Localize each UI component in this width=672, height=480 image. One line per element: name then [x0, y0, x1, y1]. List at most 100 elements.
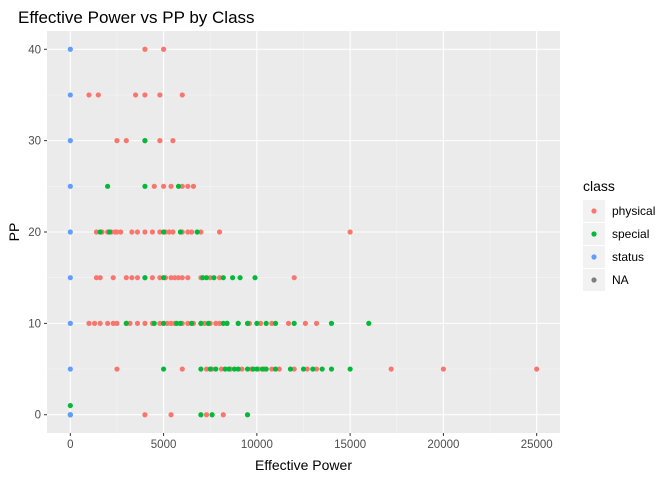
point-special [319, 366, 325, 372]
point-physical [218, 366, 225, 372]
point-physical [168, 275, 174, 281]
point-physical [149, 275, 155, 281]
point-special [254, 320, 260, 326]
point-physical [257, 320, 264, 326]
point-physical [134, 275, 141, 281]
point-status [67, 412, 73, 418]
point-physical [142, 412, 148, 418]
point-special [300, 366, 307, 372]
point-physical [172, 275, 178, 281]
point-physical [142, 46, 148, 52]
point-special [328, 320, 335, 326]
point-special [220, 320, 226, 326]
point-status [67, 92, 73, 98]
point-special [231, 366, 238, 372]
point-physical [216, 320, 223, 326]
point-special [160, 229, 167, 235]
point-physical [170, 138, 176, 144]
point-special [175, 183, 182, 189]
point-special [259, 366, 266, 372]
point-special [272, 320, 279, 326]
point-special [142, 138, 148, 144]
point-special [97, 229, 103, 235]
point-special [211, 275, 217, 281]
point-physical [157, 138, 163, 144]
point-physical [114, 138, 120, 144]
point-physical [179, 92, 185, 98]
point-special [244, 366, 251, 372]
point-physical [164, 320, 170, 326]
point-physical [91, 320, 98, 326]
point-physical [203, 412, 210, 418]
point-physical [347, 229, 353, 235]
point-physical [202, 320, 208, 326]
point-physical [179, 183, 185, 189]
point-special [222, 366, 228, 372]
legend: class physical special status NA [583, 178, 655, 291]
x-tick-label: 0 [67, 439, 73, 451]
point-physical [86, 320, 92, 326]
point-physical [93, 275, 100, 281]
point-physical [168, 183, 174, 189]
legend-marker-na [591, 277, 597, 283]
point-physical [534, 366, 540, 372]
x-axis-title: Effective Power [255, 457, 352, 473]
point-physical [114, 229, 120, 235]
point-status [67, 229, 73, 235]
point-physical [129, 229, 135, 235]
point-physical [160, 46, 167, 52]
point-physical [95, 92, 101, 98]
point-physical [151, 183, 157, 189]
legend-label-physical: physical [612, 204, 655, 218]
point-physical [142, 320, 148, 326]
x-tick-label: 20000 [427, 439, 459, 451]
y-tick-label: 20 [28, 227, 41, 239]
point-special [106, 229, 113, 235]
point-physical [190, 183, 197, 189]
point-physical [134, 229, 141, 235]
point-special [177, 320, 183, 326]
point-special [207, 366, 213, 372]
point-special [160, 275, 167, 281]
point-physical [185, 275, 191, 281]
point-physical [123, 275, 129, 281]
point-special [203, 275, 210, 281]
point-physical [149, 229, 155, 235]
point-physical [97, 275, 103, 281]
point-special [287, 366, 294, 372]
point-physical [185, 229, 191, 235]
point-physical [313, 320, 320, 326]
point-physical [93, 229, 100, 235]
point-special [67, 402, 73, 409]
point-special [244, 320, 251, 326]
point-special [310, 366, 316, 372]
point-special [174, 320, 180, 326]
point-physical [160, 183, 167, 189]
point-physical [166, 229, 172, 235]
point-special [244, 412, 251, 418]
point-special [254, 366, 260, 372]
data-points [67, 46, 540, 418]
point-special [142, 183, 148, 189]
point-physical [216, 229, 223, 235]
y-axis-title: PP [6, 223, 22, 242]
point-physical [216, 275, 223, 281]
x-tick-label: 15000 [334, 439, 366, 451]
point-special [237, 275, 243, 281]
point-physical [86, 92, 92, 98]
legend-label-special: special [612, 227, 649, 241]
point-physical [127, 320, 133, 326]
point-special [188, 320, 195, 326]
point-special [235, 366, 241, 372]
point-special [347, 366, 353, 372]
point-special [209, 412, 215, 418]
point-physical [207, 275, 213, 281]
point-special [105, 183, 111, 189]
point-special [160, 366, 167, 372]
legend-label-status: status [612, 250, 644, 264]
chart-title: Effective Power vs PP by Class [18, 8, 255, 27]
point-physical [114, 366, 120, 372]
x-tick-label: 25000 [521, 439, 553, 451]
point-physical [170, 229, 176, 235]
point-physical [291, 275, 297, 281]
